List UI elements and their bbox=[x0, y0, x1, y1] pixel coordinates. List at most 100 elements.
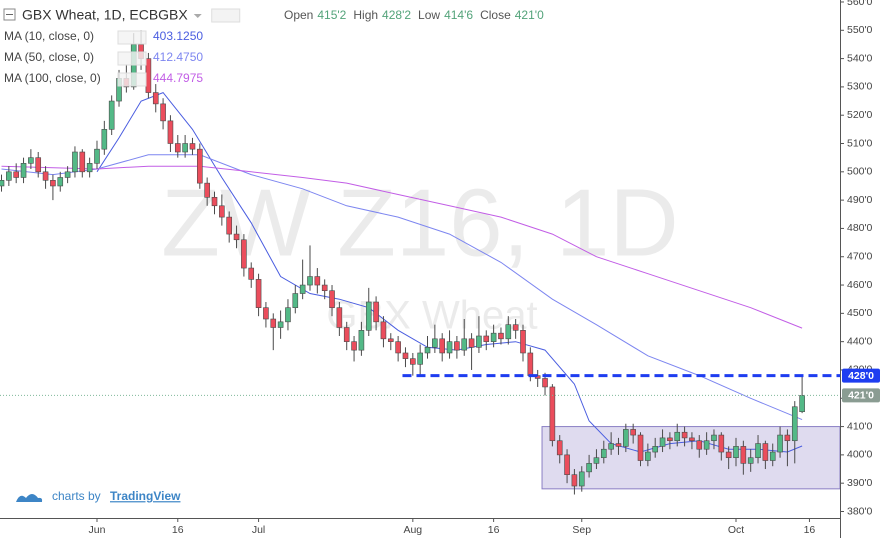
candle-body bbox=[204, 182, 210, 198]
candle-body bbox=[365, 301, 372, 331]
candle-body bbox=[263, 307, 269, 320]
candle-body bbox=[395, 341, 401, 354]
candle-body bbox=[101, 129, 108, 150]
y-tick-label: 550'0 bbox=[847, 24, 873, 36]
y-tick-label: 500'0 bbox=[847, 166, 873, 178]
candle-body bbox=[542, 378, 548, 388]
candle-body bbox=[637, 434, 644, 461]
x-tick-label: Jul bbox=[252, 524, 265, 536]
symbol-menu-arrow bbox=[193, 14, 202, 18]
candle-body bbox=[358, 330, 365, 351]
candle-body bbox=[505, 324, 512, 340]
candle-body bbox=[696, 440, 703, 450]
price-tag-label: 428'0 bbox=[848, 370, 874, 382]
candle-body bbox=[556, 440, 563, 456]
candle-body bbox=[182, 143, 188, 153]
candle-body bbox=[498, 332, 504, 340]
candle-body bbox=[42, 171, 49, 181]
ohlc-value: 414'6 bbox=[444, 8, 473, 22]
candle-body bbox=[160, 103, 166, 122]
candle-body bbox=[593, 457, 600, 464]
candle-body bbox=[285, 307, 291, 323]
y-tick-label: 530'0 bbox=[847, 81, 873, 93]
ohlc-name: Low bbox=[418, 8, 440, 22]
candle-body bbox=[586, 463, 592, 473]
candle-body bbox=[608, 443, 614, 450]
x-tick-label: Sep bbox=[572, 524, 591, 536]
range-box bbox=[541, 426, 841, 490]
candle-body bbox=[674, 431, 681, 442]
candle-body bbox=[86, 163, 93, 173]
candle-body bbox=[233, 233, 240, 241]
candle-body bbox=[0, 180, 5, 187]
candle-body bbox=[321, 284, 328, 292]
legend-settings-icon bbox=[117, 72, 147, 87]
candle-body bbox=[527, 352, 534, 376]
candle-body bbox=[299, 284, 306, 294]
candle-body bbox=[615, 443, 622, 447]
branding-prefix: charts by bbox=[52, 489, 101, 503]
candle-body bbox=[57, 177, 64, 187]
tradingview-logo bbox=[16, 494, 43, 502]
candle-body bbox=[219, 205, 225, 218]
y-tick-label: 390'0 bbox=[847, 477, 873, 489]
candle-body bbox=[454, 341, 460, 351]
y-tick-label: 480'0 bbox=[847, 222, 873, 234]
candle-body bbox=[50, 180, 56, 187]
watermark-symbol: ZW Z16, 1D bbox=[161, 169, 678, 276]
y-tick-label: 510'0 bbox=[847, 137, 873, 149]
candle-body bbox=[402, 352, 409, 359]
price-tag bbox=[842, 388, 880, 403]
candle-body bbox=[329, 290, 335, 308]
candle-body bbox=[439, 338, 446, 354]
candle-body bbox=[255, 279, 262, 308]
candle-body bbox=[72, 151, 78, 173]
candle-body bbox=[211, 196, 218, 207]
candle-body bbox=[336, 307, 343, 328]
candle-body bbox=[630, 429, 636, 436]
candle-body bbox=[711, 434, 717, 442]
candle-body bbox=[410, 358, 416, 365]
candle-body bbox=[94, 148, 100, 164]
legend-entry: MA (100, close, 0) bbox=[4, 71, 101, 85]
ohlc-name: Close bbox=[480, 8, 511, 22]
candle-body bbox=[733, 446, 739, 459]
candle-body bbox=[777, 434, 783, 453]
candle-body bbox=[373, 301, 379, 323]
y-tick-label: 540'0 bbox=[847, 52, 873, 64]
candle-body bbox=[152, 92, 159, 105]
candle-body bbox=[755, 443, 761, 459]
candle-body bbox=[226, 216, 232, 235]
candle-body bbox=[380, 321, 387, 340]
candle-body bbox=[740, 446, 747, 464]
candle-body bbox=[571, 474, 578, 487]
y-tick-label: 460'0 bbox=[847, 279, 873, 291]
candle-body bbox=[270, 318, 277, 328]
candle-body bbox=[174, 143, 181, 153]
candle-body bbox=[277, 321, 284, 328]
y-tick-label: 380'0 bbox=[847, 505, 873, 517]
candle-body bbox=[681, 431, 688, 439]
candle-body bbox=[725, 451, 732, 459]
candle-body bbox=[446, 341, 453, 354]
candle-body bbox=[241, 239, 247, 269]
ohlc-value: 415'2 bbox=[317, 8, 346, 22]
price-tag-label: 421'0 bbox=[848, 390, 874, 402]
candle-body bbox=[248, 267, 255, 280]
y-tick-label: 520'0 bbox=[847, 109, 873, 121]
x-tick-label: Aug bbox=[403, 524, 422, 536]
candle-body bbox=[689, 437, 695, 442]
y-tick-label: 450'0 bbox=[847, 307, 873, 319]
candle-body bbox=[490, 332, 497, 342]
candle-body bbox=[549, 386, 556, 442]
branding-name[interactable]: TradingView bbox=[110, 489, 181, 503]
candle-body bbox=[417, 352, 423, 365]
candle-body bbox=[35, 157, 42, 173]
legend-entry: MA (50, close, 0) bbox=[4, 50, 94, 64]
candle-body bbox=[79, 151, 86, 173]
candle-body bbox=[769, 451, 776, 461]
ma-line bbox=[1, 154, 803, 421]
x-tick-label: 16 bbox=[488, 524, 500, 536]
candle-body bbox=[292, 293, 299, 308]
